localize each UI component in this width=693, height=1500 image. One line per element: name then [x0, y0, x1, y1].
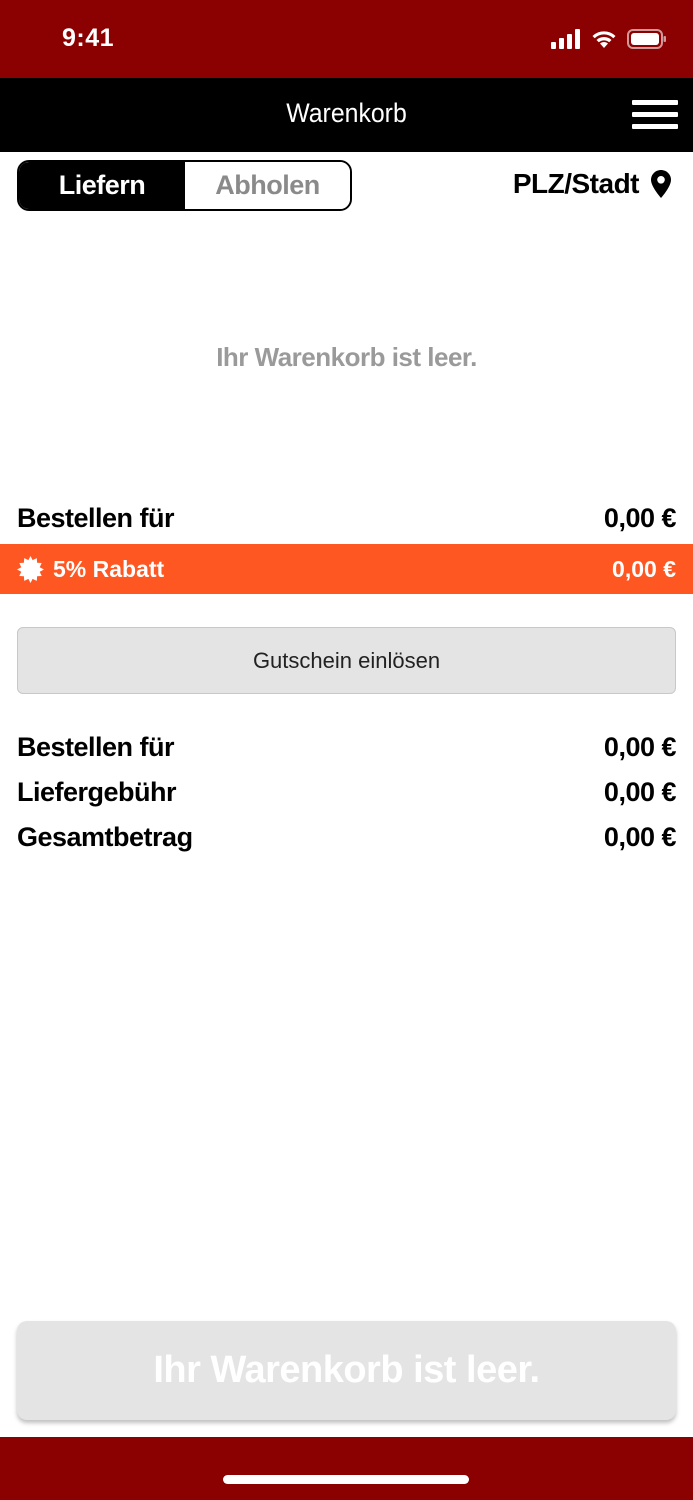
redeem-voucher-button[interactable]: Gutschein einlösen: [17, 627, 676, 694]
summary-value: 0,00 €: [603, 732, 677, 762]
discount-value: 0,00 €: [612, 555, 676, 582]
checkout-button[interactable]: Ihr Warenkorb ist leer.: [17, 1321, 676, 1420]
subtotal-row: Bestellen für 0,00 €: [17, 503, 677, 534]
battery-icon: [627, 29, 666, 49]
summary-label: Gesamtbetrag: [17, 822, 193, 852]
status-time: 9:41: [62, 24, 115, 52]
tab-abholen[interactable]: Abholen: [185, 162, 350, 209]
hamburger-menu-icon[interactable]: [632, 98, 678, 130]
empty-cart-message: Ihr Warenkorb ist leer.: [216, 342, 477, 372]
subtotal-label: Bestellen für: [17, 503, 175, 533]
page-title: Warenkorb: [286, 98, 407, 128]
bottom-bar: [0, 1437, 693, 1500]
wifi-icon: [592, 31, 616, 48]
summary-value: 0,00 €: [603, 777, 677, 807]
status-icons: [551, 28, 667, 50]
summary-row-delivery-fee: Liefergebühr 0,00 €: [17, 777, 677, 808]
map-pin-icon: [651, 170, 671, 198]
home-indicator[interactable]: [223, 1475, 469, 1484]
discount-label: 5% Rabatt: [53, 555, 165, 582]
location-label: PLZ/Stadt: [512, 168, 640, 199]
cellular-signal-icon: [551, 29, 580, 49]
summary-label: Bestellen für: [17, 732, 175, 762]
status-bar: 9:41: [0, 0, 693, 78]
delivery-mode-toggle: Liefern Abholen: [17, 160, 352, 211]
tab-liefern[interactable]: Liefern: [19, 162, 185, 209]
summary-row-order: Bestellen für 0,00 €: [17, 732, 677, 763]
summary-label: Liefergebühr: [17, 777, 177, 807]
discount-badge-icon: [17, 555, 44, 583]
discount-bar: 5% Rabatt 0,00 €: [0, 544, 693, 594]
location-selector[interactable]: PLZ/Stadt: [513, 168, 671, 200]
summary-value: 0,00 €: [603, 822, 677, 852]
nav-bar: Warenkorb: [0, 78, 693, 152]
subtotal-value: 0,00 €: [603, 503, 677, 533]
summary-row-total: Gesamtbetrag 0,00 €: [17, 822, 677, 853]
